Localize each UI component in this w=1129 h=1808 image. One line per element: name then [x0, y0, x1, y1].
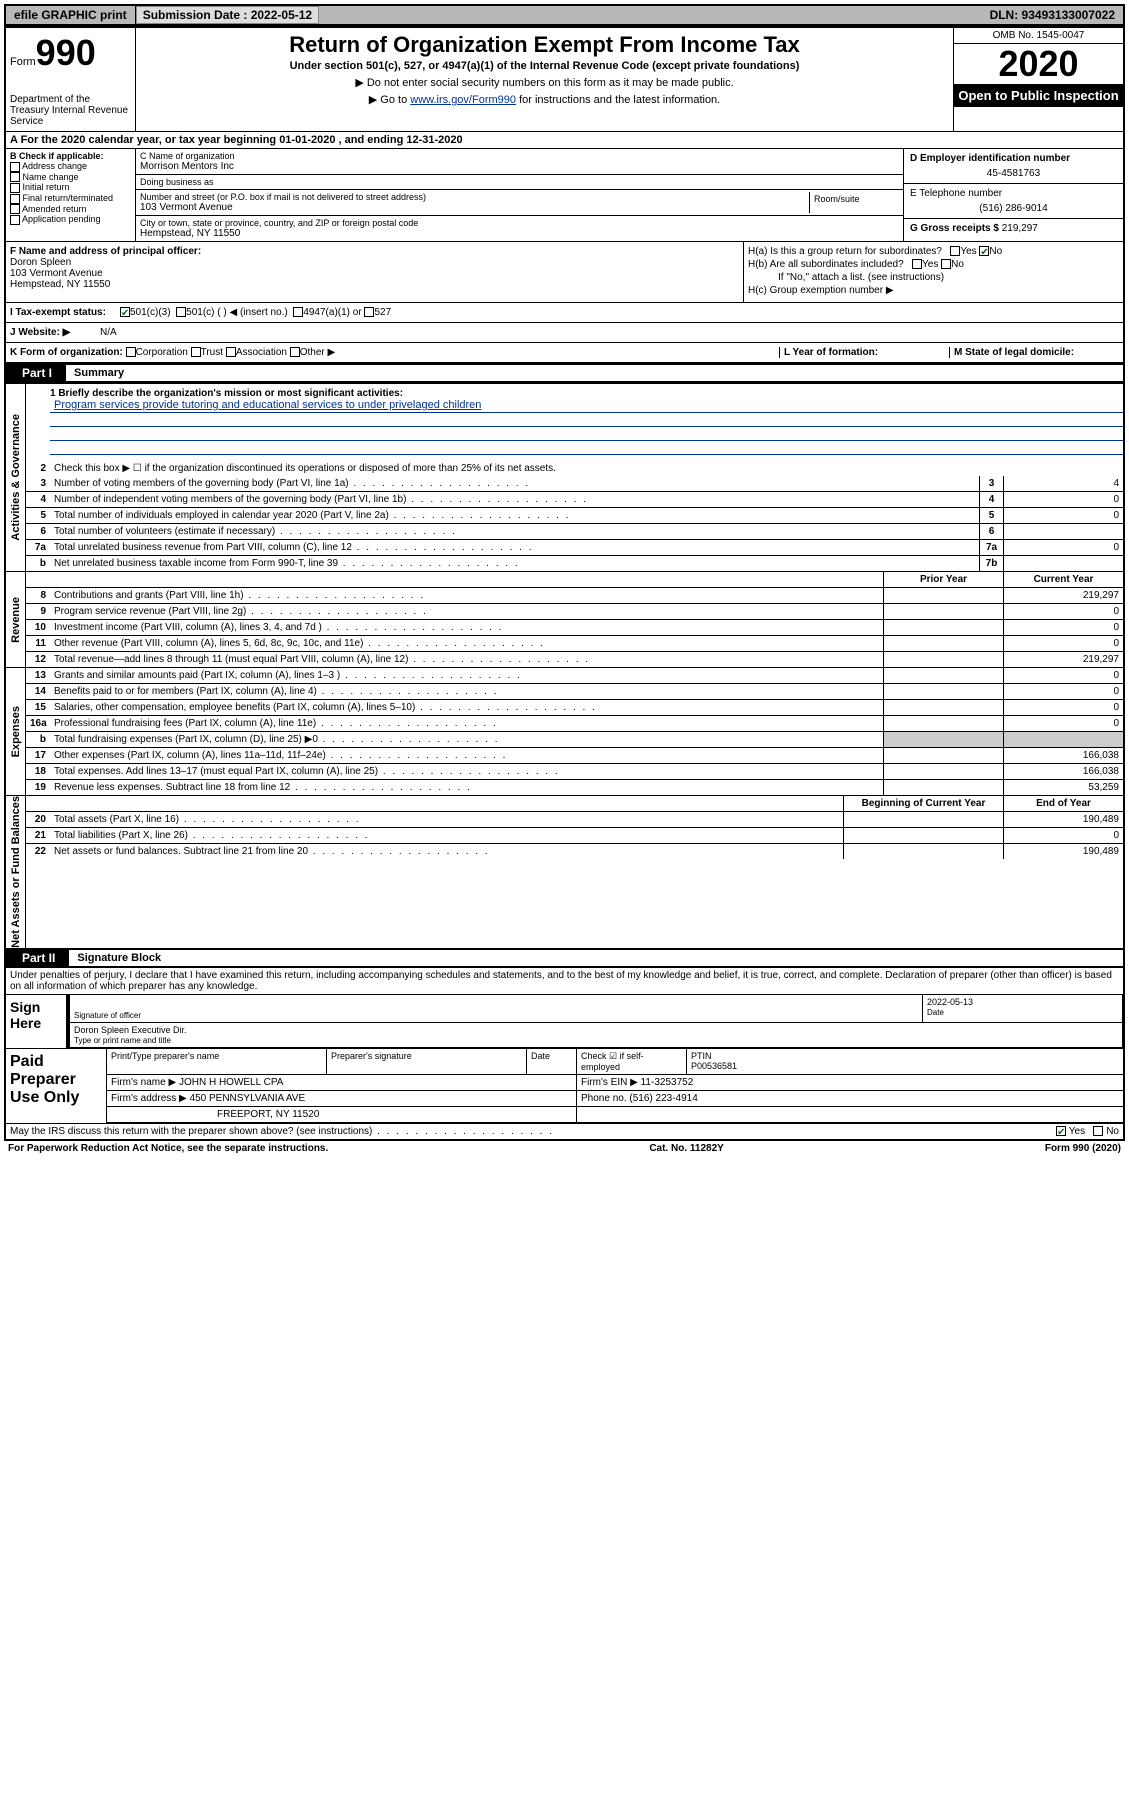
line-13: 13Grants and similar amounts paid (Part …	[26, 668, 1123, 684]
part-1-netassets: Net Assets or Fund Balances Beginning of…	[6, 795, 1123, 948]
line-22: 22Net assets or fund balances. Subtract …	[26, 844, 1123, 859]
efile-label: efile GRAPHIC print	[6, 6, 136, 24]
phone: (516) 286-9014	[910, 199, 1117, 214]
ha-no-checkbox[interactable]	[979, 246, 989, 256]
section-h: H(a) Is this a group return for subordin…	[743, 242, 1123, 302]
other-checkbox[interactable]	[290, 347, 300, 357]
501c3-checkbox[interactable]	[120, 307, 130, 317]
tax-year: 2020	[954, 44, 1123, 84]
section-b: B Check if applicable: Address change Na…	[6, 149, 136, 241]
line-21: 21Total liabilities (Part X, line 26)0	[26, 828, 1123, 844]
street-address: 103 Vermont Avenue	[140, 202, 809, 213]
line-b: bTotal fundraising expenses (Part IX, co…	[26, 732, 1123, 748]
line-8: 8Contributions and grants (Part VIII, li…	[26, 588, 1123, 604]
section-f: F Name and address of principal officer:…	[6, 242, 743, 302]
dept-label: Department of the Treasury Internal Reve…	[10, 94, 131, 127]
line-7a: 7aTotal unrelated business revenue from …	[26, 540, 1123, 556]
gross-receipts: 219,297	[1002, 223, 1038, 234]
city-state-zip: Hempstead, NY 11550	[140, 228, 899, 239]
line-6: 6Total number of volunteers (estimate if…	[26, 524, 1123, 540]
checkbox-amended-return[interactable]: Amended return	[10, 204, 131, 215]
form-title: Return of Organization Exempt From Incom…	[140, 32, 949, 58]
line-11: 11Other revenue (Part VIII, column (A), …	[26, 636, 1123, 652]
line-12: 12Total revenue—add lines 8 through 11 (…	[26, 652, 1123, 667]
paid-preparer-row: Paid Preparer Use Only Print/Type prepar…	[6, 1049, 1123, 1123]
discuss-yes-checkbox[interactable]	[1056, 1126, 1066, 1136]
ha-yes-checkbox[interactable]	[950, 246, 960, 256]
part-2-header: Part II Signature Block	[6, 948, 1123, 968]
checkbox-application-pending[interactable]: Application pending	[10, 214, 131, 225]
org-name: Morrison Mentors Inc	[140, 161, 899, 172]
penalty-statement: Under penalties of perjury, I declare th…	[6, 968, 1123, 995]
501c-checkbox[interactable]	[176, 307, 186, 317]
assoc-checkbox[interactable]	[226, 347, 236, 357]
sig-date: 2022-05-13	[927, 997, 973, 1007]
section-i: I Tax-exempt status: 501(c)(3) 501(c) ( …	[6, 303, 1123, 323]
corp-checkbox[interactable]	[126, 347, 136, 357]
note-ssn: ▶ Do not enter social security numbers o…	[140, 76, 949, 89]
section-c: C Name of organization Morrison Mentors …	[136, 149, 903, 241]
line-14: 14Benefits paid to or for members (Part …	[26, 684, 1123, 700]
section-deg: D Employer identification number 45-4581…	[903, 149, 1123, 241]
line-18: 18Total expenses. Add lines 13–17 (must …	[26, 764, 1123, 780]
checkbox-name-change[interactable]: Name change	[10, 172, 131, 183]
firm-name: JOHN H HOWELL CPA	[179, 1077, 283, 1088]
part-1-governance: Activities & Governance 1 Briefly descri…	[6, 383, 1123, 571]
inspection-notice: Open to Public Inspection	[954, 84, 1123, 107]
line-3: 3Number of voting members of the governi…	[26, 476, 1123, 492]
dln-label: DLN: 93493133007022	[982, 6, 1123, 24]
trust-checkbox[interactable]	[191, 347, 201, 357]
line-19: 19Revenue less expenses. Subtract line 1…	[26, 780, 1123, 795]
part-1-expenses: Expenses 13Grants and similar amounts pa…	[6, 667, 1123, 795]
part-1-revenue: Revenue Prior YearCurrent Year 8Contribu…	[6, 571, 1123, 667]
line-4: 4Number of independent voting members of…	[26, 492, 1123, 508]
form-number: 990	[36, 32, 96, 73]
section-klm: K Form of organization: Corporation Trus…	[6, 343, 1123, 363]
submission-date: Submission Date : 2022-05-12	[136, 6, 319, 24]
website: N/A	[100, 327, 117, 338]
hb-yes-checkbox[interactable]	[912, 259, 922, 269]
sign-here-row: Sign Here Signature of officer 2022-05-1…	[6, 995, 1123, 1049]
line-10: 10Investment income (Part VIII, column (…	[26, 620, 1123, 636]
mission-text: Program services provide tutoring and ed…	[54, 399, 481, 411]
section-bcdeg: B Check if applicable: Address change Na…	[6, 149, 1123, 242]
form-footer: For Paperwork Reduction Act Notice, see …	[4, 1141, 1125, 1156]
firm-ein: 11-3253752	[641, 1077, 694, 1088]
discuss-no-checkbox[interactable]	[1093, 1126, 1103, 1136]
checkbox-initial-return[interactable]: Initial return	[10, 182, 131, 193]
line-17: 17Other expenses (Part IX, column (A), l…	[26, 748, 1123, 764]
irs-link[interactable]: www.irs.gov/Form990	[410, 94, 516, 106]
checkbox-address-change[interactable]: Address change	[10, 161, 131, 172]
form-prefix: Form	[10, 56, 36, 68]
form-990: Form990 Department of the Treasury Inter…	[4, 26, 1125, 1141]
section-fh: F Name and address of principal officer:…	[6, 242, 1123, 303]
section-j: J Website: ▶ N/A	[6, 323, 1123, 343]
line-7b: bNet unrelated business taxable income f…	[26, 556, 1123, 571]
line-5: 5Total number of individuals employed in…	[26, 508, 1123, 524]
omb-number: OMB No. 1545-0047	[954, 28, 1123, 44]
527-checkbox[interactable]	[364, 307, 374, 317]
ein: 45-4581763	[910, 164, 1117, 179]
officer-name: Doron Spleen Executive Dir.	[74, 1025, 187, 1035]
discuss-row: May the IRS discuss this return with the…	[6, 1123, 1123, 1139]
form-header: Form990 Department of the Treasury Inter…	[6, 28, 1123, 132]
line-9: 9Program service revenue (Part VIII, lin…	[26, 604, 1123, 620]
line-20: 20Total assets (Part X, line 16)190,489	[26, 812, 1123, 828]
firm-address-1: 450 PENNSYLVANIA AVE	[190, 1093, 306, 1104]
4947-checkbox[interactable]	[293, 307, 303, 317]
ptin: P00536581	[691, 1061, 737, 1071]
line-a: A For the 2020 calendar year, or tax yea…	[6, 132, 1123, 149]
hb-no-checkbox[interactable]	[941, 259, 951, 269]
firm-address-2: FREEPORT, NY 11520	[217, 1109, 319, 1120]
form-subtitle: Under section 501(c), 527, or 4947(a)(1)…	[140, 60, 949, 72]
top-toolbar: efile GRAPHIC print Submission Date : 20…	[4, 4, 1125, 26]
firm-phone: (516) 223-4914	[629, 1093, 697, 1104]
line-16a: 16aProfessional fundraising fees (Part I…	[26, 716, 1123, 732]
line-15: 15Salaries, other compensation, employee…	[26, 700, 1123, 716]
note-link: ▶ Go to www.irs.gov/Form990 for instruct…	[140, 93, 949, 106]
part-1-header: Part I Summary	[6, 363, 1123, 383]
checkbox-final-return-terminated[interactable]: Final return/terminated	[10, 193, 131, 204]
